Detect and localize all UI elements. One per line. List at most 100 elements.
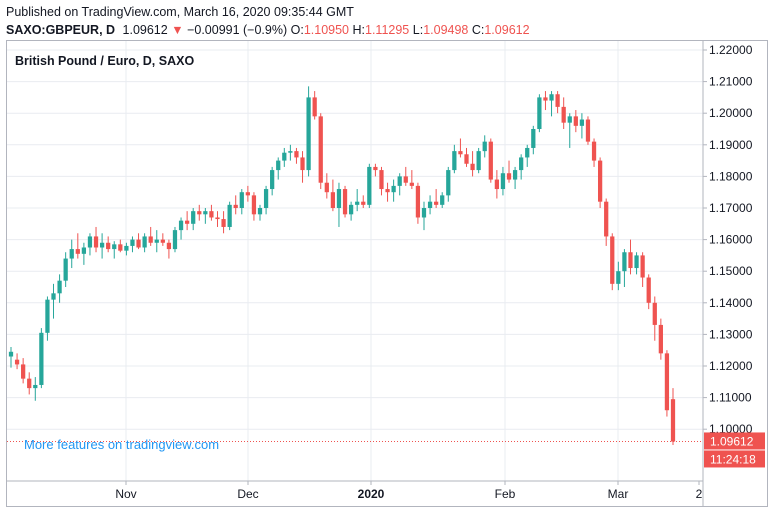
- candle-body: [622, 252, 627, 272]
- candle-body: [112, 244, 117, 250]
- candle-body: [610, 236, 615, 284]
- candle-body: [136, 239, 141, 248]
- candle-body: [227, 204, 232, 227]
- candle-body: [640, 255, 645, 278]
- x-tick-label: Mar: [608, 487, 629, 501]
- candle-body: [427, 201, 433, 208]
- candle-body: [397, 176, 402, 186]
- candle-body: [14, 359, 20, 365]
- last-price: 1.09612: [122, 23, 168, 37]
- candle-body: [148, 236, 153, 243]
- candle-body: [512, 170, 518, 180]
- candle-body: [130, 239, 135, 246]
- candle-body: [470, 163, 475, 171]
- y-tick-label: 1.22000: [709, 43, 753, 57]
- candle-body: [172, 230, 178, 250]
- candle-body: [355, 201, 360, 205]
- candle-body: [348, 204, 354, 215]
- candle-body: [276, 160, 281, 171]
- candle-body: [270, 170, 275, 190]
- low-value: 1.09498: [423, 23, 469, 37]
- candle-body: [658, 324, 663, 354]
- candle-body: [385, 189, 390, 193]
- price-badge: 1.09612: [710, 434, 754, 448]
- candle-body: [440, 195, 445, 205]
- candle-body: [373, 166, 378, 171]
- x-tick-label: 2020: [358, 487, 385, 501]
- y-tick-label: 1.19000: [709, 138, 753, 152]
- candle-body: [75, 249, 80, 254]
- candle-body: [476, 151, 481, 171]
- candle-body: [106, 242, 111, 250]
- x-tick-label: Feb: [495, 487, 516, 501]
- candle-body: [8, 351, 14, 357]
- candle-body: [282, 152, 287, 161]
- candle-body: [361, 201, 366, 205]
- y-tick-label: 1.17000: [709, 201, 753, 215]
- chart-title: British Pound / Euro, D, SAXO: [15, 54, 195, 68]
- candle-body: [81, 247, 87, 254]
- y-tick-label: 1.12000: [709, 359, 753, 373]
- candle-body: [21, 364, 26, 379]
- candle-body: [628, 252, 633, 269]
- candle-body: [294, 151, 299, 158]
- candle-body: [39, 332, 44, 385]
- candle-body: [306, 97, 311, 171]
- open-value: 1.10950: [303, 23, 350, 37]
- candle-body: [409, 182, 414, 186]
- candle-body: [446, 170, 451, 196]
- candle-body: [555, 94, 560, 107]
- candle-body: [233, 204, 238, 208]
- chart-frame[interactable]: [6, 40, 768, 507]
- candle-body: [591, 141, 597, 161]
- candle-body: [506, 173, 512, 180]
- watermark-link[interactable]: More features on tradingview.com: [24, 437, 220, 452]
- candle-body: [616, 271, 621, 284]
- candle-body: [604, 201, 609, 237]
- candle-body: [263, 189, 269, 208]
- candle-body: [342, 189, 348, 215]
- candle-body: [579, 119, 585, 126]
- y-tick-label: 1.18000: [709, 169, 753, 183]
- candle-body: [251, 195, 257, 215]
- candle-body: [239, 192, 244, 208]
- candle-body: [197, 211, 202, 215]
- candle-body: [494, 179, 499, 190]
- y-tick-label: 1.15000: [709, 264, 753, 278]
- candle-body: [464, 154, 469, 164]
- candle-body: [391, 185, 396, 193]
- y-tick-label: 1.20000: [709, 106, 753, 120]
- timer-badge: 11:24:18: [710, 452, 756, 466]
- published-line: Published on TradingView.com, March 16, …: [6, 5, 354, 19]
- candle-body: [434, 201, 439, 205]
- candle-body: [209, 211, 214, 218]
- candle-body: [142, 236, 147, 248]
- candle-body: [482, 141, 487, 152]
- candle-body: [421, 208, 427, 218]
- candle-body: [573, 116, 578, 126]
- candle-body: [531, 129, 536, 148]
- candle-body: [403, 176, 408, 183]
- high-label: H:: [352, 23, 366, 37]
- candle-body: [312, 97, 317, 117]
- candle-body: [124, 245, 129, 251]
- candle-body: [561, 106, 566, 123]
- candle-body: [300, 157, 305, 171]
- candle-body: [166, 242, 172, 250]
- open-label: O:: [290, 23, 304, 37]
- candle-body: [525, 147, 530, 158]
- ohlc-summary: SAXO:GBPEUR, D 1.09612 ▼ −0.00991 (−0.9%…: [6, 23, 530, 37]
- candle-body: [549, 94, 554, 101]
- y-tick-label: 1.14000: [709, 296, 753, 310]
- candle-body: [379, 170, 384, 190]
- candle-body: [543, 97, 548, 101]
- candle-body: [191, 211, 196, 224]
- candle-body: [257, 208, 263, 215]
- candle-body: [488, 141, 493, 180]
- candle-body: [324, 182, 329, 193]
- y-tick-label: 1.13000: [709, 327, 753, 341]
- candle-body: [51, 293, 56, 300]
- y-tick-label: 1.16000: [709, 233, 753, 247]
- candle-body: [87, 236, 93, 248]
